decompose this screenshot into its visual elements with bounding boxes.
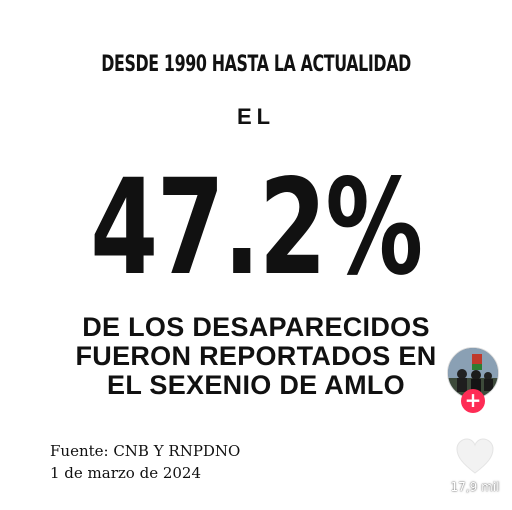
source-note: Fuente: CNB Y RNPDNO 1 de marzo de 2024: [50, 440, 240, 484]
description: DE LOS DESAPARECIDOS FUERON REPORTADOS E…: [0, 313, 512, 400]
post-header: DESDE 1990 HASTA LA ACTUALIDAD: [0, 52, 512, 77]
heart-icon: [456, 438, 494, 474]
description-line: FUERON REPORTADOS EN: [75, 341, 437, 371]
header-text: DESDE 1990 HASTA LA ACTUALIDAD: [101, 52, 411, 77]
source-line: Fuente: CNB Y RNPDNO: [50, 442, 241, 460]
percentage-headline: 47.2%: [0, 162, 512, 294]
intro-text: EL: [236, 104, 276, 129]
follow-button[interactable]: +: [461, 389, 485, 413]
description-line: DE LOS DESAPARECIDOS: [82, 312, 430, 342]
description-line: EL SEXENIO DE AMLO: [107, 370, 405, 400]
like-count: 17,9 mil: [450, 480, 500, 494]
date-line: 1 de marzo de 2024: [50, 464, 202, 482]
percentage-value: 47.2%: [90, 151, 423, 305]
like-button[interactable]: 17,9 mil: [451, 438, 499, 502]
profile-avatar-group[interactable]: +: [447, 347, 499, 413]
plus-icon: +: [464, 388, 482, 412]
